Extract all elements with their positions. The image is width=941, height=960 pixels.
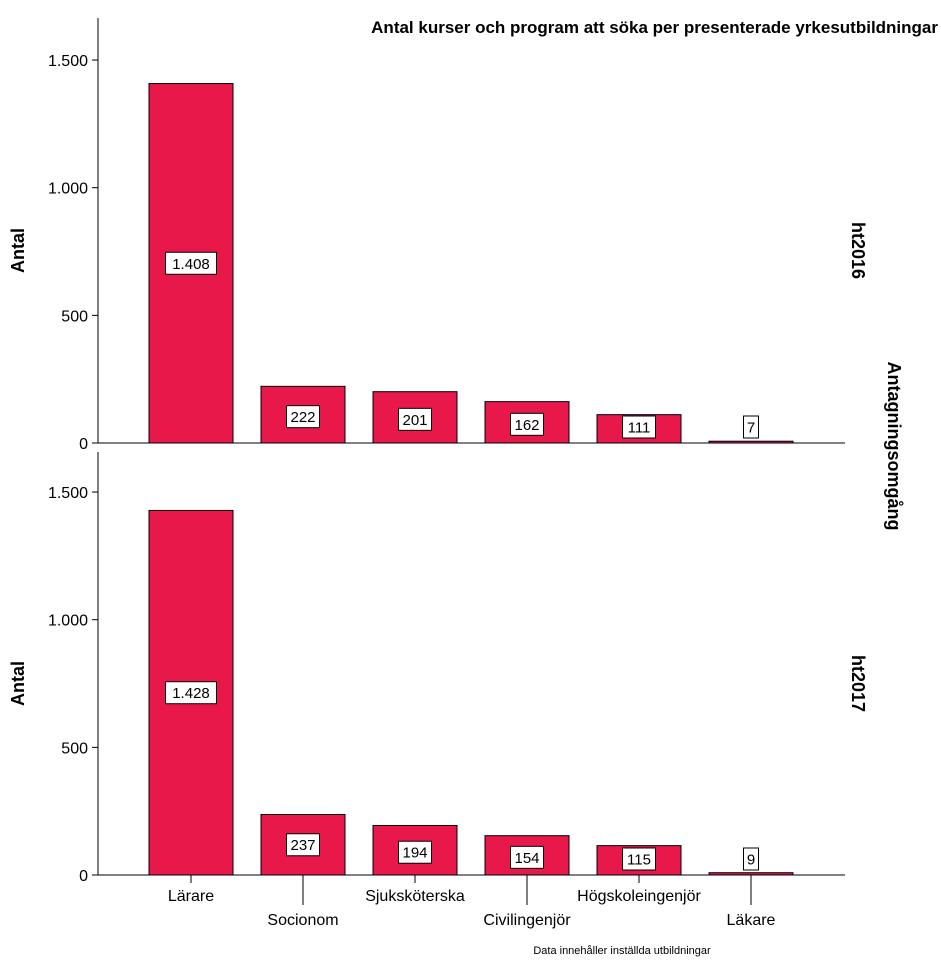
- data-label-ht2017-3: 154: [514, 850, 539, 867]
- x-category-label: Sjuksköterska: [365, 888, 465, 905]
- data-label-ht2016-0: 1.408: [172, 256, 210, 273]
- panel-axis-label: Antagningsomgång: [884, 362, 904, 531]
- data-label-ht2016-2: 201: [402, 412, 427, 429]
- panel-ht2016: 0 500 1.000 1.500 Antal ht2016 1.408 222 201 162 1…: [8, 18, 868, 453]
- x-category-label: Socionom: [267, 912, 338, 929]
- bar-ht2016-0: [148, 83, 234, 444]
- data-label-ht2017-0: 1.428: [172, 685, 210, 702]
- chart-panels: 0 500 1.000 1.500 Antal ht2016 1.408 222 201 162 1…: [8, 18, 868, 885]
- x-category-label: Högskoleingenjör: [577, 888, 701, 905]
- data-label-box: [398, 407, 432, 431]
- panel-ht2017: 0 500 1.000 1.500 Antal ht2017 1.428 237 194 154 1…: [8, 452, 868, 885]
- data-label-ht2017-1: 237: [290, 837, 315, 854]
- data-label-box: [165, 681, 217, 705]
- y-tick-label: 1.000: [48, 613, 88, 630]
- data-label-ht2016-4: 111: [628, 420, 651, 437]
- x-category-label: Lärare: [168, 888, 214, 905]
- y-tick-label: 0: [79, 868, 88, 885]
- y-tick-label: 0: [79, 436, 88, 453]
- data-label-box: [286, 833, 320, 857]
- data-label-box: [622, 847, 656, 871]
- data-label-ht2017-4: 115: [627, 852, 651, 869]
- chart-title: Antal kurser och program att söka per pr…: [371, 18, 938, 37]
- data-label-box: [398, 840, 432, 864]
- x-axis-categories: Lärare Socionom Sjuksköterska Civilingenjör…: [168, 875, 776, 929]
- y-axis-label: Antal: [8, 661, 28, 706]
- data-label-box: [743, 415, 759, 439]
- panel-label-ht2016: ht2016: [848, 222, 868, 279]
- data-label-box: [286, 405, 320, 429]
- data-label-box: [743, 847, 759, 871]
- data-label-box: [622, 415, 656, 439]
- y-tick-label: 500: [61, 740, 88, 757]
- x-category-label: Civilingenjör: [483, 912, 571, 929]
- y-tick-label: 500: [61, 308, 88, 325]
- data-label-ht2016-5: 7: [747, 420, 755, 437]
- y-tick-label: 1.000: [48, 181, 88, 198]
- data-label-ht2016-1: 222: [290, 409, 315, 426]
- x-category-label: Läkare: [727, 912, 776, 929]
- data-label-box: [165, 251, 217, 275]
- bar-ht2016-5: [708, 440, 794, 444]
- data-label-box: [510, 412, 544, 436]
- data-label-ht2016-3: 162: [514, 417, 539, 434]
- bar-ht2016-2: [372, 391, 458, 444]
- y-tick-label: 1.500: [48, 485, 88, 502]
- y-tick-label: 1.500: [48, 53, 88, 70]
- y-axis-label: Antal: [8, 228, 28, 273]
- data-label-ht2017-2: 194: [402, 845, 427, 862]
- data-label-ht2017-5: 9: [747, 852, 755, 869]
- panel-label-ht2017: ht2017: [848, 655, 868, 712]
- footnote: Data innehåller inställda utbildningar: [533, 945, 711, 957]
- bar-ht2017-5: [708, 872, 794, 876]
- data-label-box: [510, 845, 544, 869]
